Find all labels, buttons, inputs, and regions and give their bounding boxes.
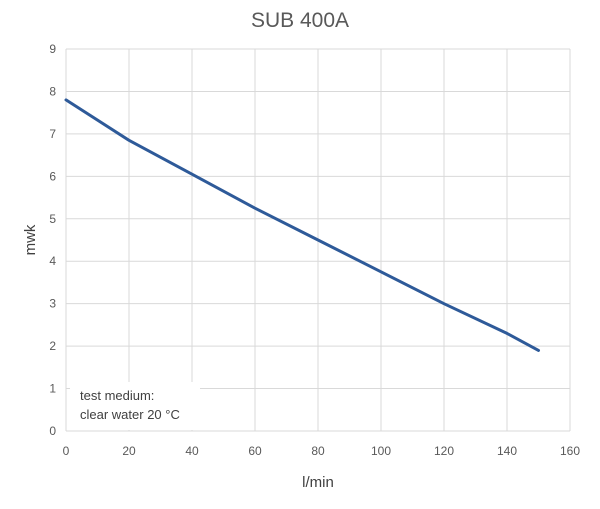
x-axis-label: l/min bbox=[302, 474, 334, 491]
y-tick-label: 0 bbox=[49, 424, 56, 438]
x-tick-label: 120 bbox=[434, 444, 454, 458]
x-tick-labels: 0 20 40 60 80 100 120 140 160 bbox=[63, 444, 581, 458]
x-tick-label: 100 bbox=[371, 444, 391, 458]
y-tick-label: 3 bbox=[49, 297, 56, 311]
x-tick-label: 160 bbox=[560, 444, 580, 458]
y-tick-label: 2 bbox=[49, 339, 56, 353]
x-tick-label: 0 bbox=[63, 444, 70, 458]
x-tick-label: 140 bbox=[497, 444, 517, 458]
y-tick-labels: 0 1 2 3 4 5 6 7 8 9 bbox=[49, 42, 56, 438]
y-tick-label: 9 bbox=[49, 42, 56, 56]
y-axis-label: mwk bbox=[22, 224, 39, 255]
annotation-box bbox=[70, 382, 200, 430]
y-tick-label: 1 bbox=[49, 382, 56, 396]
x-tick-label: 40 bbox=[185, 444, 199, 458]
x-tick-label: 20 bbox=[122, 444, 136, 458]
y-tick-label: 4 bbox=[49, 254, 56, 268]
y-tick-label: 6 bbox=[49, 169, 56, 183]
series-group bbox=[64, 98, 540, 352]
annotation-line-2: clear water 20 °C bbox=[80, 407, 180, 422]
annotation-line-1: test medium: bbox=[80, 388, 154, 403]
y-tick-label: 7 bbox=[49, 127, 56, 141]
x-tick-label: 60 bbox=[248, 444, 262, 458]
y-tick-label: 5 bbox=[49, 212, 56, 226]
chart-title: SUB 400A bbox=[251, 9, 349, 32]
y-tick-label: 8 bbox=[49, 84, 56, 98]
x-tick-label: 80 bbox=[311, 444, 325, 458]
series-line bbox=[64, 98, 540, 352]
grid bbox=[65, 48, 571, 432]
